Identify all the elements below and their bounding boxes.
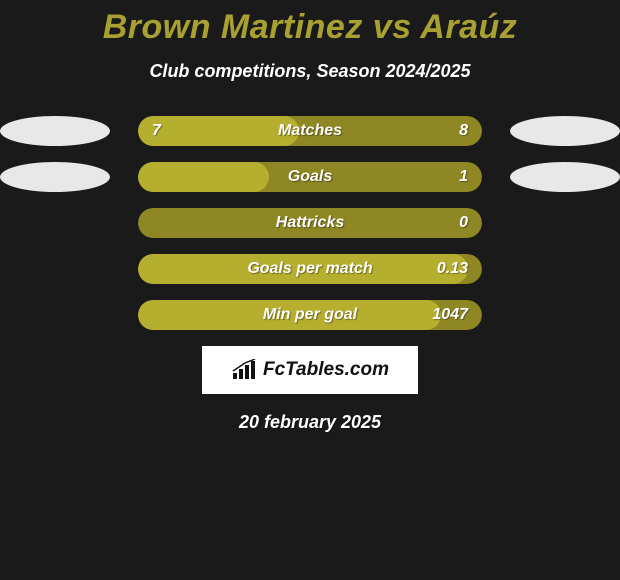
page-title: Brown Martinez vs Araúz [0,8,620,47]
comparison-container: Brown Martinez vs Araúz Club competition… [0,0,620,433]
metric-row: 0.13 Goals per match [0,254,620,284]
metric-value-left: 7 [152,122,161,140]
metric-label: Goals [288,168,332,186]
metric-label: Min per goal [263,306,357,324]
metric-value-right: 1047 [432,306,468,324]
metric-row: 0 Hattricks [0,208,620,238]
metric-label: Matches [278,122,342,140]
metric-value-right: 0 [459,214,468,232]
metric-bar: 1047 Min per goal [138,300,482,330]
metric-row: 7 8 Matches [0,116,620,146]
player-left-oval [0,162,110,192]
bar-inner [138,116,299,146]
metric-value-right: 0.13 [437,260,468,278]
metric-bar: 0 Hattricks [138,208,482,238]
logo-text: FcTables.com [231,359,389,381]
logo-label: FcTables.com [263,359,389,381]
date-text: 20 february 2025 [0,412,620,433]
metric-bar: 0.13 Goals per match [138,254,482,284]
bar-chart-icon [231,359,257,381]
player-left-oval [0,116,110,146]
metric-row: 1047 Min per goal [0,300,620,330]
metric-label: Goals per match [247,260,372,278]
player-right-oval [510,162,620,192]
bar-inner [138,162,269,192]
metric-rows: 7 8 Matches 1 Goals 0 Hattricks 0.13 Goals per m… [0,116,620,330]
page-subtitle: Club competitions, Season 2024/2025 [0,61,620,82]
metric-bar: 7 8 Matches [138,116,482,146]
logo-box[interactable]: FcTables.com [202,346,418,394]
metric-row: 1 Goals [0,162,620,192]
player-right-oval [510,116,620,146]
metric-value-right: 1 [459,168,468,186]
metric-value-right: 8 [459,122,468,140]
metric-bar: 1 Goals [138,162,482,192]
metric-label: Hattricks [276,214,344,232]
